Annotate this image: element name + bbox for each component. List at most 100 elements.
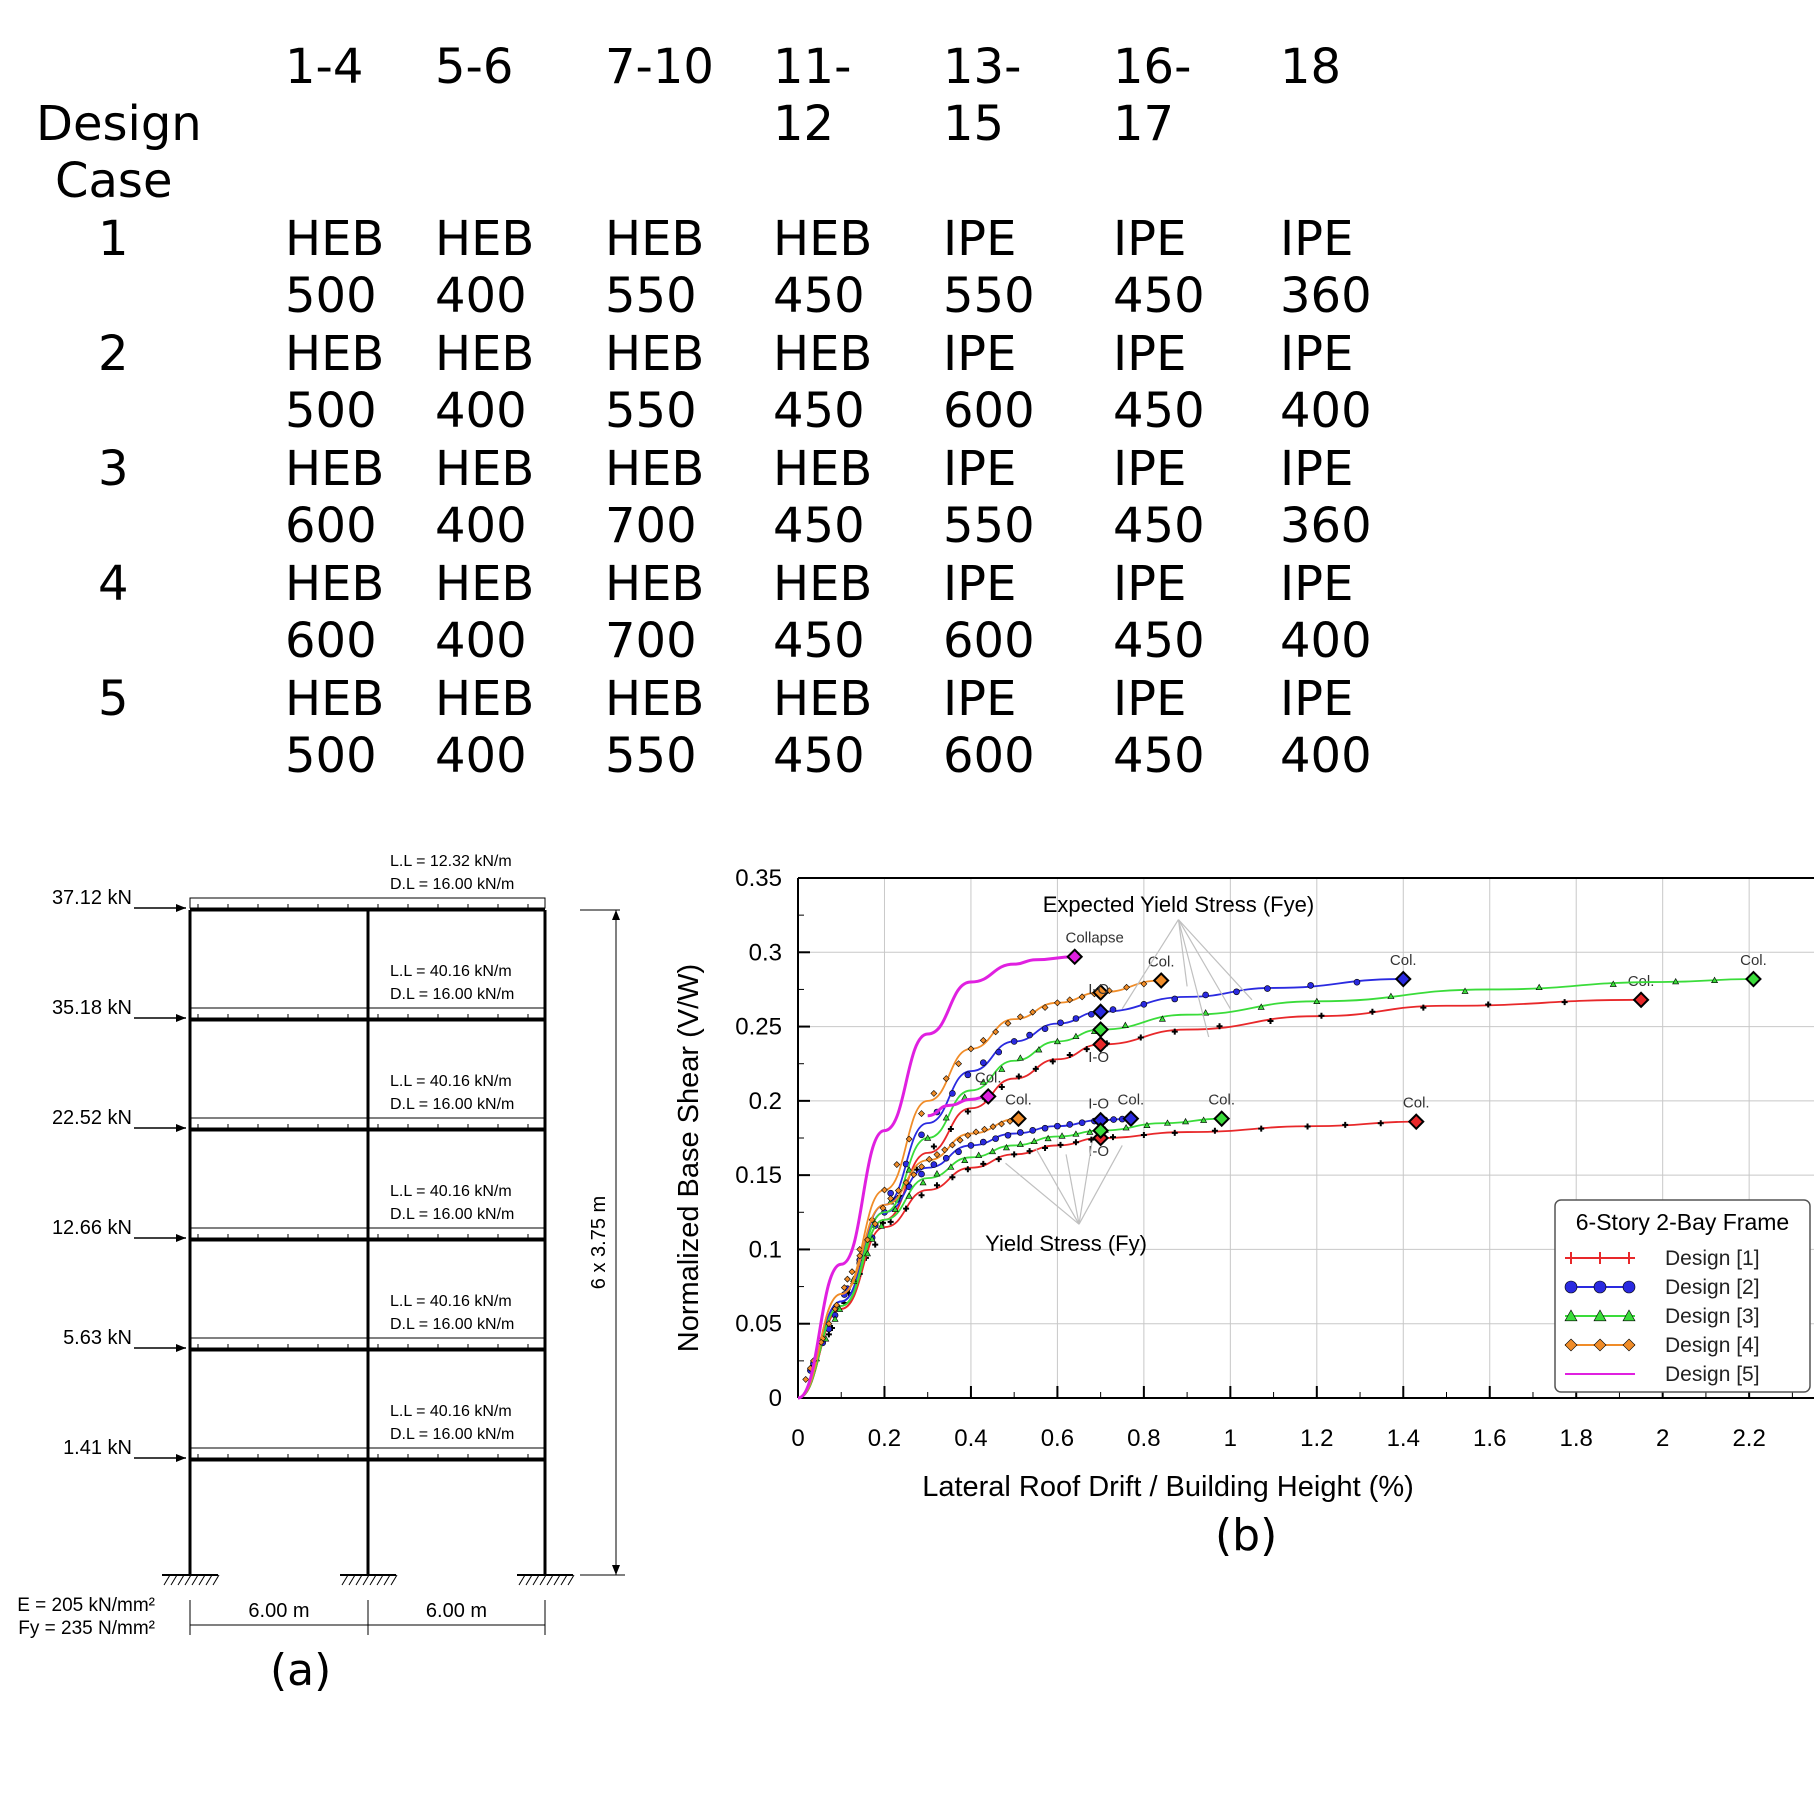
distributed-load-band [189, 1337, 546, 1349]
section-type: HEB [285, 326, 385, 382]
collapse-point [1632, 991, 1650, 1009]
data-marker [1026, 1148, 1033, 1155]
design-case-table: Design Case 1-4 5-6 7-10 11- 12 13- 15 16- 17 18 1 HE… [0, 0, 1814, 790]
data-marker [955, 1060, 963, 1068]
data-marker [1030, 1137, 1038, 1144]
data-marker [1257, 1003, 1265, 1010]
data-marker [949, 1174, 956, 1181]
legend-marker [1565, 1252, 1577, 1264]
annotation-leader [1065, 1154, 1080, 1225]
data-marker [1353, 978, 1361, 986]
row-case-number: 2 [98, 326, 129, 382]
bay-width-label: 6.00 m [426, 1600, 487, 1622]
data-marker [825, 1320, 833, 1328]
y-axis-label: Normalized Base Shear (V/W) [673, 964, 705, 1352]
data-marker [1066, 1121, 1074, 1128]
data-marker [1202, 1009, 1210, 1016]
arrow-head [612, 910, 620, 920]
column-header: 11- [773, 39, 852, 95]
section-size: 600 [943, 728, 1035, 784]
live-load-label: L.L = 40.16 kN/m [390, 1403, 512, 1420]
data-marker [955, 1148, 962, 1156]
column-header: 15 [943, 96, 1005, 152]
data-marker [1015, 1073, 1022, 1080]
section-type: HEB [435, 211, 535, 267]
chart-caption: (b) [1215, 1510, 1278, 1561]
section-type: HEB [605, 211, 705, 267]
data-marker [964, 1071, 972, 1079]
section-size: 400 [435, 383, 527, 439]
data-marker [825, 1331, 832, 1338]
data-marker [1072, 1015, 1080, 1022]
data-marker [833, 1301, 841, 1309]
support-hatch [567, 1574, 575, 1586]
support-hatch [163, 1574, 171, 1586]
data-marker [1110, 1116, 1117, 1123]
data-marker [856, 1252, 864, 1260]
data-marker [1140, 1132, 1147, 1139]
series-markers [806, 980, 1148, 1372]
data-marker [1016, 1054, 1024, 1061]
data-marker [964, 1108, 971, 1115]
series-markers [813, 976, 1719, 1362]
section-size: 450 [1113, 613, 1205, 669]
row-case-number: 1 [98, 211, 129, 267]
immediate-occupancy-point [1092, 1035, 1110, 1053]
data-marker [879, 1219, 886, 1226]
data-marker [840, 1284, 848, 1292]
annotation-leader [1035, 1148, 1080, 1225]
section-size: 500 [285, 383, 377, 439]
section-size: 500 [285, 728, 377, 784]
data-marker [1109, 1006, 1117, 1013]
section-type: IPE [1280, 326, 1354, 382]
annotation-leader [1078, 1145, 1123, 1225]
data-marker [1035, 1046, 1043, 1053]
data-marker [1318, 1012, 1325, 1019]
y-tick-label: 0.25 [735, 1014, 782, 1041]
live-load-label: L.L = 40.16 kN/m [390, 1183, 512, 1200]
height-label: 6 x 3.75 m [588, 1196, 610, 1289]
section-type: HEB [435, 326, 535, 382]
support-hatch [525, 1574, 533, 1586]
section-size: 600 [943, 383, 1035, 439]
data-marker [1078, 1119, 1086, 1127]
section-size: 450 [1113, 728, 1205, 784]
section-size: 600 [943, 613, 1035, 669]
data-marker [1216, 1023, 1223, 1030]
section-type: IPE [943, 441, 1017, 497]
material-yield-label: Fy = 235 N/mm² [18, 1618, 155, 1639]
data-marker [905, 1166, 913, 1173]
section-type: IPE [1113, 671, 1187, 727]
section-type: IPE [1113, 326, 1187, 382]
data-marker [918, 1170, 925, 1178]
support-hatch [518, 1574, 526, 1586]
data-marker [925, 1155, 933, 1163]
data-marker [1004, 1131, 1012, 1139]
io-label: I-O [1088, 1049, 1109, 1066]
data-marker [918, 1131, 925, 1139]
data-marker [1171, 1028, 1178, 1035]
data-marker [1072, 1032, 1080, 1040]
annotation-leader [1177, 919, 1210, 1038]
data-marker [1053, 999, 1061, 1007]
data-marker [989, 1147, 997, 1155]
bay-width-label: 6.00 m [248, 1600, 309, 1622]
data-marker [1105, 987, 1113, 995]
collapse-point [1394, 970, 1412, 988]
col-label: Col. [1005, 1092, 1032, 1109]
dead-load-label: D.L = 16.00 kN/m [390, 1096, 514, 1113]
data-marker [802, 1376, 810, 1383]
data-marker [1041, 1004, 1049, 1011]
col-label: Col. [1740, 952, 1767, 969]
data-marker [1461, 987, 1469, 994]
data-marker [872, 1241, 879, 1248]
data-marker [981, 1125, 988, 1133]
data-marker [964, 1132, 972, 1139]
data-marker [1066, 1052, 1073, 1059]
section-type: IPE [943, 556, 1017, 612]
data-marker [1258, 1125, 1265, 1132]
data-marker [980, 1160, 987, 1167]
collapse-point [1407, 1113, 1425, 1131]
x-tick-label: 1.8 [1560, 1425, 1593, 1452]
section-type: IPE [1113, 211, 1187, 267]
